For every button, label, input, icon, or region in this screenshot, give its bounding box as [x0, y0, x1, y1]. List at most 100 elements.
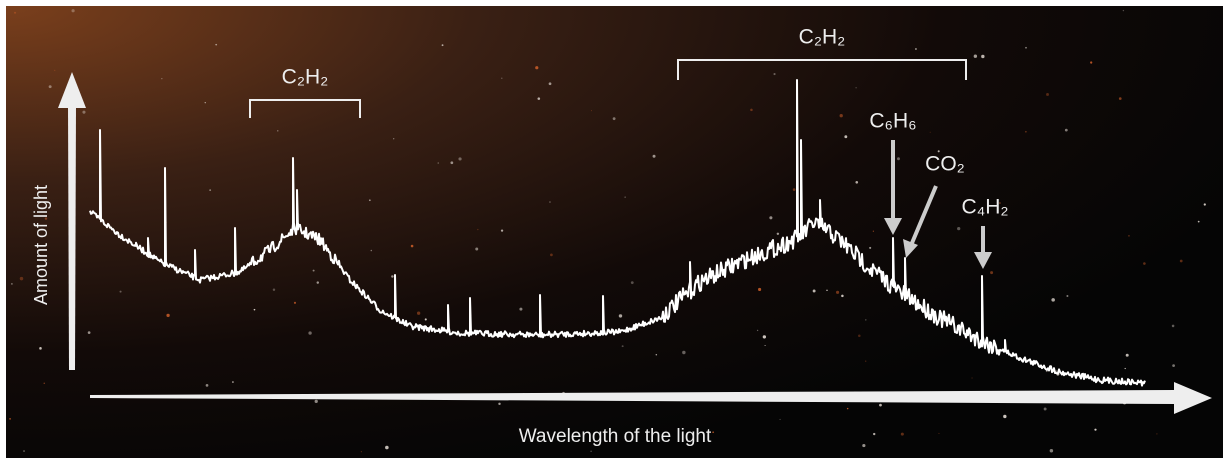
star: [897, 157, 900, 160]
star: [437, 162, 439, 164]
star: [205, 102, 206, 103]
star: [957, 227, 960, 230]
star: [54, 70, 55, 71]
star: [865, 361, 866, 362]
star: [901, 433, 904, 436]
star: [780, 419, 781, 420]
star: [44, 383, 45, 384]
star: [1198, 221, 1200, 223]
star: [879, 404, 882, 407]
star: [315, 400, 318, 403]
star: [549, 201, 550, 202]
star: [865, 319, 866, 320]
star: [458, 157, 461, 160]
star: [1094, 429, 1096, 431]
x-axis-label: Wavelength of the light: [519, 426, 712, 447]
star: [971, 377, 972, 378]
star: [712, 431, 714, 433]
star: [538, 97, 541, 100]
star: [20, 277, 23, 280]
star: [273, 289, 275, 291]
star: [750, 109, 753, 112]
star: [813, 290, 816, 293]
background: [6, 6, 1223, 458]
star: [9, 418, 11, 420]
star: [1056, 370, 1058, 372]
star: [308, 331, 311, 334]
star: [215, 44, 217, 46]
y-axis-label: Amount of light: [31, 185, 51, 305]
star: [166, 314, 169, 317]
star: [88, 331, 91, 334]
star: [930, 132, 931, 133]
star: [873, 433, 875, 435]
star: [1143, 262, 1146, 265]
star: [777, 233, 779, 235]
star: [590, 451, 591, 452]
star: [11, 283, 13, 285]
molecule-label: C₂H₂: [799, 26, 846, 49]
star: [232, 381, 234, 383]
y-axis-arrow-shaft: [68, 105, 76, 370]
star: [1046, 93, 1049, 96]
star: [1051, 298, 1055, 302]
star: [550, 254, 553, 257]
star: [1044, 408, 1047, 411]
star: [974, 55, 977, 58]
star: [14, 12, 16, 14]
star: [1172, 364, 1175, 367]
star: [938, 433, 939, 434]
star: [836, 291, 839, 294]
star: [826, 290, 827, 291]
star: [535, 66, 538, 69]
star: [477, 229, 478, 230]
star: [653, 155, 656, 158]
star: [442, 44, 444, 46]
spectrum-figure: Amount of light Wavelength of the light …: [0, 0, 1229, 464]
star: [613, 117, 616, 120]
star: [990, 271, 993, 274]
star: [206, 384, 209, 387]
star: [498, 403, 500, 405]
star: [1156, 433, 1157, 434]
star: [23, 450, 25, 452]
star: [915, 48, 917, 50]
star: [769, 216, 772, 219]
star: [39, 347, 42, 350]
star: [855, 87, 856, 88]
star: [475, 247, 478, 250]
star: [371, 250, 373, 252]
molecule-label: C₄H₂: [961, 196, 1008, 219]
star: [631, 281, 634, 284]
star: [622, 345, 624, 347]
star: [1128, 235, 1129, 236]
star: [1050, 449, 1053, 452]
star: [793, 188, 796, 191]
star: [254, 309, 256, 311]
star: [1025, 131, 1027, 133]
star: [72, 9, 75, 12]
star: [209, 189, 211, 191]
star: [1065, 129, 1068, 132]
star: [385, 446, 389, 450]
star: [519, 308, 522, 311]
molecule-label: C₆H₆: [869, 110, 916, 133]
star: [294, 302, 296, 304]
page: Amount of light Wavelength of the light …: [0, 0, 1229, 464]
star: [391, 275, 393, 277]
star: [317, 281, 319, 283]
star: [855, 181, 858, 184]
star: [873, 231, 874, 232]
star: [1090, 61, 1092, 63]
star: [765, 345, 766, 346]
star: [763, 335, 766, 338]
star: [1123, 10, 1124, 11]
star: [869, 247, 871, 249]
star: [369, 199, 371, 201]
star: [840, 114, 843, 117]
star: [682, 351, 685, 354]
star: [393, 138, 394, 139]
star: [862, 444, 865, 447]
star: [82, 111, 85, 114]
star: [501, 78, 502, 79]
